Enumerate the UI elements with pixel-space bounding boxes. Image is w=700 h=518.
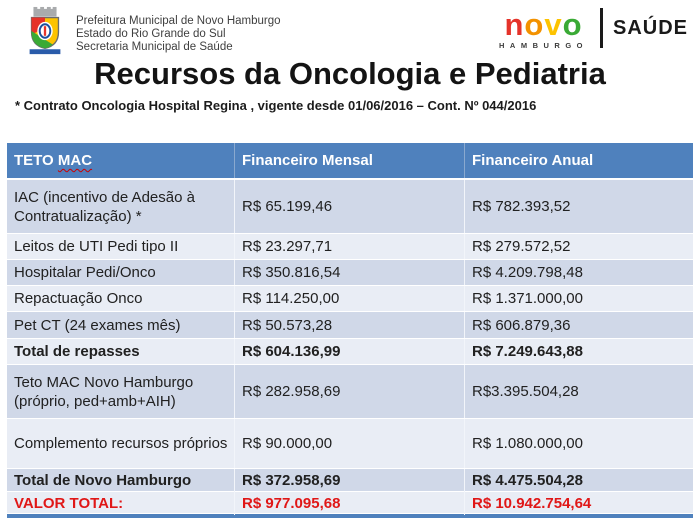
table-row-pet-ct: Pet CT (24 exames mês) R$ 50.573,28 R$ 6… xyxy=(7,312,693,339)
brand-divider xyxy=(599,8,603,48)
row-anual: R$ 1.371.000,00 xyxy=(472,290,583,307)
page-title: Recursos da Oncologia e Pediatria xyxy=(94,56,606,91)
table-row-total-repasses: Total de repasses R$ 604.136,99 R$ 7.249… xyxy=(7,339,693,365)
table-row-leitos-uti: Leitos de UTI Pedi tipo II R$ 23.297,71 … xyxy=(7,234,693,260)
table-row-total-nh: Total de Novo Hamburgo R$ 372.958,69 R$ … xyxy=(7,469,693,492)
row-label: Total de Novo Hamburgo xyxy=(7,469,235,492)
row-mensal: R$ 977.095,68 xyxy=(235,492,465,515)
row-mensal: R$ 350.816,54 xyxy=(235,260,465,285)
row-anual: R$ 1.080.000,00 xyxy=(472,435,583,452)
org-text-block: Prefeitura Municipal de Novo Hamburgo Es… xyxy=(76,15,281,54)
table-row-teto-mac-nh: Teto MAC Novo Hamburgo (próprio, ped+amb… xyxy=(7,365,693,419)
row-mensal: R$ 114.250,00 xyxy=(235,286,465,311)
row-anual: R$ 279.572,52 xyxy=(472,238,571,255)
brand-letter: n xyxy=(504,6,525,42)
row-mensal: R$ 282.958,69 xyxy=(235,365,465,418)
row-label: VALOR TOTAL: xyxy=(7,492,235,515)
table-row-repactuacao: Repactuação Onco R$ 114.250,00 R$ 1.371.… xyxy=(7,286,693,312)
brand-name-novo: novo xyxy=(504,9,582,40)
table-bottom-border xyxy=(7,514,693,518)
brand-letter: o xyxy=(524,6,545,42)
table-row-hospitalar: Hospitalar Pedi/Onco R$ 350.816,54 R$ 4.… xyxy=(7,260,693,286)
row-anual: R$ 7.249.643,88 xyxy=(472,343,583,360)
brand-letter: v xyxy=(544,6,563,42)
row-anual: R$ 782.393,52 xyxy=(472,198,571,215)
row-anual: R$ 4.209.798,48 xyxy=(472,264,583,281)
row-anual: R$ 10.942.754,64 xyxy=(472,495,592,512)
row-mensal: R$ 50.573,28 xyxy=(235,312,465,338)
contract-note: * Contrato Oncologia Hospital Regina , v… xyxy=(15,98,537,113)
row-mensal: R$ 604.136,99 xyxy=(235,339,465,364)
row-anual: R$ 606.879,36 xyxy=(472,316,571,334)
brand-city-label: HAMBURGO xyxy=(498,40,588,50)
row-label: Hospitalar Pedi/Onco xyxy=(7,260,235,285)
brand-letter: o xyxy=(562,6,583,42)
table-row-valor-total: VALOR TOTAL: R$ 977.095,68 R$ 10.942.754… xyxy=(7,492,693,515)
org-state: Estado do Rio Grande do Sul xyxy=(76,28,226,40)
table-header-row: TETO MAC Financeiro Mensal Financeiro An… xyxy=(7,143,693,180)
row-mensal: R$ 90.000,00 xyxy=(235,419,465,468)
header-col-teto-mac: TETO MAC xyxy=(7,143,235,178)
row-anual: R$3.395.504,28 xyxy=(472,383,579,400)
brand-wordmark: novo HAMBURGO xyxy=(498,9,588,50)
org-name: Prefeitura Municipal de Novo Hamburgo xyxy=(76,15,281,27)
teto-mac-table: TETO MAC Financeiro Mensal Financeiro An… xyxy=(7,143,693,518)
row-label: IAC (incentivo de Adesão à Contratualiza… xyxy=(7,180,235,233)
row-label: Repactuação Onco xyxy=(7,286,235,311)
table-row-iac: IAC (incentivo de Adesão à Contratualiza… xyxy=(7,180,693,234)
row-label: Leitos de UTI Pedi tipo II xyxy=(7,234,235,259)
header-col-financeiro-anual: Financeiro Anual xyxy=(472,152,594,169)
row-label: Complemento recursos próprios xyxy=(7,419,235,468)
header-teto: TETO xyxy=(14,152,58,169)
row-anual: R$ 4.475.504,28 xyxy=(472,472,583,489)
header-col-financeiro-mensal: Financeiro Mensal xyxy=(235,143,465,178)
row-mensal: R$ 372.958,69 xyxy=(235,469,465,492)
brand-saude-label: SAÚDE xyxy=(612,16,688,39)
table-row-complemento: Complemento recursos próprios R$ 90.000,… xyxy=(7,419,693,469)
row-label: Teto MAC Novo Hamburgo (próprio, ped+amb… xyxy=(7,365,235,418)
header-mac-spellchecked: MAC xyxy=(57,152,93,169)
row-label: Pet CT (24 exames mês) xyxy=(7,312,235,338)
org-department: Secretaria Municipal de Saúde xyxy=(76,41,233,53)
novo-hamburgo-saude-logo: novo HAMBURGO SAÚDE xyxy=(499,8,688,52)
row-mensal: R$ 65.199,46 xyxy=(235,180,465,233)
row-mensal: R$ 23.297,71 xyxy=(235,234,465,259)
row-label: Total de repasses xyxy=(7,339,235,364)
novo-hamburgo-crest-icon xyxy=(29,6,61,55)
